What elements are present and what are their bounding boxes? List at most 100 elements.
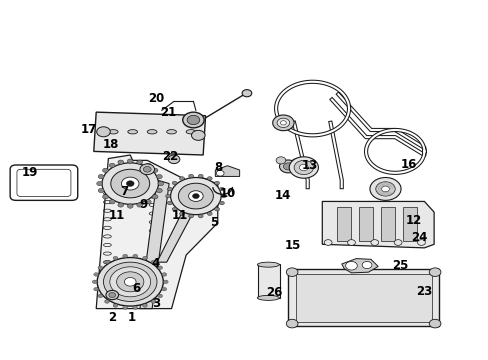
Circle shape	[293, 160, 313, 175]
Ellipse shape	[127, 130, 137, 134]
Circle shape	[286, 319, 297, 328]
Circle shape	[179, 212, 184, 216]
Circle shape	[127, 204, 133, 208]
Circle shape	[145, 163, 151, 167]
Polygon shape	[287, 269, 438, 327]
Circle shape	[97, 127, 110, 137]
Ellipse shape	[257, 296, 279, 300]
Text: 6: 6	[132, 283, 141, 296]
Circle shape	[207, 177, 212, 180]
Circle shape	[97, 181, 102, 186]
Circle shape	[216, 170, 224, 176]
Circle shape	[362, 261, 371, 269]
Text: 15: 15	[285, 239, 301, 252]
Circle shape	[219, 187, 224, 191]
Circle shape	[121, 177, 139, 190]
Circle shape	[122, 254, 127, 258]
Circle shape	[170, 177, 221, 215]
Circle shape	[98, 175, 104, 179]
Text: 2: 2	[108, 311, 116, 324]
Bar	[402, 207, 416, 241]
Circle shape	[188, 191, 203, 202]
Circle shape	[272, 115, 293, 131]
Circle shape	[369, 177, 400, 201]
Circle shape	[137, 160, 142, 164]
Text: 8: 8	[214, 161, 222, 174]
Circle shape	[242, 90, 251, 97]
Circle shape	[104, 300, 109, 303]
Ellipse shape	[166, 130, 176, 134]
Polygon shape	[94, 112, 205, 155]
Circle shape	[299, 164, 307, 171]
Text: 25: 25	[391, 258, 407, 271]
Text: 13: 13	[302, 159, 318, 172]
Polygon shape	[96, 155, 217, 309]
Circle shape	[103, 262, 157, 301]
Text: 11: 11	[171, 209, 187, 222]
Circle shape	[163, 280, 168, 284]
Circle shape	[214, 181, 219, 185]
Ellipse shape	[186, 130, 196, 134]
Circle shape	[124, 278, 136, 286]
Text: 18: 18	[102, 138, 119, 151]
Circle shape	[417, 240, 425, 246]
Circle shape	[109, 163, 115, 167]
Circle shape	[137, 203, 142, 207]
Text: 1: 1	[127, 311, 136, 324]
Text: 7: 7	[120, 185, 128, 198]
Text: 10: 10	[219, 187, 235, 200]
Circle shape	[127, 159, 133, 163]
Circle shape	[324, 240, 331, 246]
Text: 5: 5	[210, 216, 218, 229]
Circle shape	[152, 168, 158, 172]
Circle shape	[151, 260, 156, 264]
Circle shape	[142, 304, 147, 307]
Circle shape	[207, 212, 212, 216]
Circle shape	[118, 203, 123, 207]
Circle shape	[286, 268, 297, 276]
Circle shape	[143, 166, 151, 172]
Circle shape	[345, 261, 357, 270]
Circle shape	[280, 121, 286, 125]
Text: 12: 12	[405, 213, 421, 226]
Text: 11: 11	[108, 209, 124, 222]
Circle shape	[111, 169, 149, 198]
Circle shape	[98, 294, 102, 298]
Circle shape	[178, 183, 213, 209]
Circle shape	[214, 207, 219, 211]
Circle shape	[277, 118, 289, 127]
Circle shape	[162, 287, 166, 291]
Circle shape	[162, 273, 166, 276]
Bar	[257, 264, 279, 298]
Circle shape	[94, 273, 99, 276]
Text: 9: 9	[140, 198, 148, 211]
Circle shape	[165, 194, 170, 198]
Circle shape	[102, 168, 108, 172]
Text: 19: 19	[21, 166, 38, 179]
Circle shape	[110, 267, 150, 297]
Text: 16: 16	[400, 158, 416, 171]
Circle shape	[151, 300, 156, 303]
Circle shape	[104, 260, 109, 264]
Circle shape	[183, 112, 203, 128]
Circle shape	[188, 174, 193, 178]
Circle shape	[290, 158, 302, 167]
Circle shape	[109, 293, 116, 297]
Circle shape	[276, 157, 285, 164]
Circle shape	[118, 160, 123, 164]
Circle shape	[133, 306, 138, 309]
Circle shape	[167, 201, 172, 205]
Text: 21: 21	[160, 105, 176, 119]
Circle shape	[283, 163, 292, 170]
Circle shape	[168, 155, 180, 163]
Circle shape	[109, 200, 115, 204]
Bar	[358, 207, 372, 241]
Circle shape	[188, 214, 193, 218]
Circle shape	[428, 268, 440, 276]
Circle shape	[221, 194, 225, 198]
Circle shape	[347, 240, 355, 246]
Circle shape	[381, 186, 388, 192]
Circle shape	[198, 174, 203, 178]
Ellipse shape	[257, 262, 279, 267]
Circle shape	[157, 294, 162, 298]
